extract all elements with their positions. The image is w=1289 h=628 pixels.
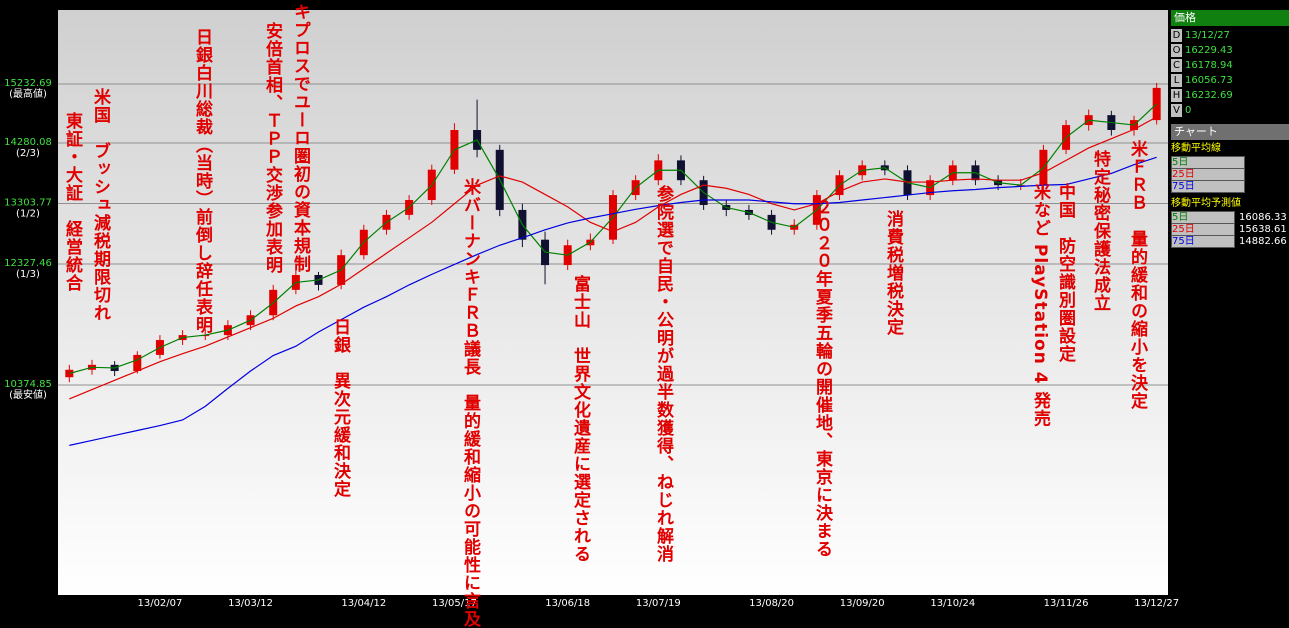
ma-header: 移動平均線 <box>1171 143 1221 154</box>
x-tick-label: 13/07/19 <box>636 598 681 609</box>
x-tick-label: 13/06/18 <box>545 598 590 609</box>
annotation: 米など PlayStation 4 発売 <box>1030 183 1050 428</box>
x-tick-label: 13/12/27 <box>1134 598 1179 609</box>
y-tick-label: 10374.85 <box>4 379 52 390</box>
annotation: 米バーナンキＦＲＢ議長 量的緩和縮小の可能性に言及 <box>460 178 480 628</box>
x-tick-label: 13/02/07 <box>137 598 182 609</box>
panel-header: 価格 <box>1171 10 1289 26</box>
x-tick-label: 13/11/26 <box>1044 598 1089 609</box>
annotation: キプロスでユーロ圏初の資本規制 <box>290 3 310 273</box>
panel-header: チャート <box>1171 124 1289 140</box>
candle-body <box>133 354 142 372</box>
x-tick-label: 13/05/17 <box>432 598 477 609</box>
annotation: 日銀 異次元緩和決定 <box>330 318 350 498</box>
y-tick-note: (最安値) <box>9 388 47 401</box>
forecast-value: 14882.66 <box>1239 236 1287 247</box>
annotation: 中国 防空識別圏設定 <box>1055 183 1075 363</box>
price-value: 0 <box>1185 105 1192 116</box>
annotation: 東証・大証 経営統合 <box>62 112 82 292</box>
x-tick-label: 13/04/12 <box>341 598 386 609</box>
forecast-value: 16086.33 <box>1239 212 1287 223</box>
y-tick-label: 12327.46 <box>4 258 52 269</box>
chart: 15232.69(最高値) 14280.08(2/3) 13303.77(1/2) 1… <box>4 10 1179 609</box>
price-value: 16056.73 <box>1185 75 1233 86</box>
annotation: ２０２０年夏季五輪の開催地、東京に決まる <box>812 198 832 558</box>
ma-legend: 75日 <box>1171 180 1245 193</box>
price-value: 16178.94 <box>1185 60 1233 71</box>
annotation: 参院選で自民・公明が過半数獲得、ねじれ解消 <box>653 185 673 563</box>
annotation: 消費税増税決定 <box>883 210 903 336</box>
annotation: 米ＦＲＢ 量的緩和の縮小を決定 <box>1127 140 1147 410</box>
price-key: V <box>1171 104 1182 117</box>
y-tick-note: (2/3) <box>16 148 40 159</box>
price-key: H <box>1171 89 1182 102</box>
price-value: 13/12/27 <box>1185 30 1230 41</box>
y-tick-note: (1/2) <box>16 209 40 220</box>
page: 15232.69 (最高値) 14280.08 (2/3) 13303.77 (1/2) 1… <box>4 3 1289 628</box>
annotation: 日銀白川総裁（当時）前倒し辞任表明 <box>192 28 212 334</box>
x-tick-label: 13/08/20 <box>749 598 794 609</box>
annotation: 富士山 世界文化遺産に選定される <box>570 275 590 563</box>
annotation: 特定秘密保護法成立 <box>1090 150 1110 312</box>
price-value: 16232.69 <box>1185 90 1233 101</box>
y-tick-note: (1/3) <box>16 269 40 280</box>
y-tick-label: 13303.77 <box>4 198 52 209</box>
x-tick-label: 13/03/12 <box>228 598 273 609</box>
y-tick-note: (最高値) <box>9 87 47 100</box>
price-key: O <box>1171 44 1182 57</box>
price-key: D <box>1171 29 1182 42</box>
y-tick-label: 14280.08 <box>4 137 52 148</box>
forecast-name: 75日 <box>1171 235 1235 248</box>
forecast-header: 移動平均予測値 <box>1171 198 1241 209</box>
price-value: 16229.43 <box>1185 45 1233 56</box>
moving-average-line <box>69 103 1158 375</box>
annotation: 安倍首相、ＴＰＰ交渉参加表明 <box>262 22 282 274</box>
moving-average-line <box>69 156 1157 446</box>
annotation: 米国 ブッシュ減税期限切れ <box>90 88 110 322</box>
forecast-value: 15638.61 <box>1239 224 1287 235</box>
price-key: C <box>1171 59 1182 72</box>
x-tick-label: 13/10/24 <box>930 598 975 609</box>
x-tick-label: 13/09/20 <box>840 598 885 609</box>
moving-average-line <box>69 116 1157 400</box>
y-tick-label: 15232.69 <box>4 78 52 89</box>
price-key: L <box>1171 74 1182 87</box>
plot-area <box>58 10 1168 595</box>
